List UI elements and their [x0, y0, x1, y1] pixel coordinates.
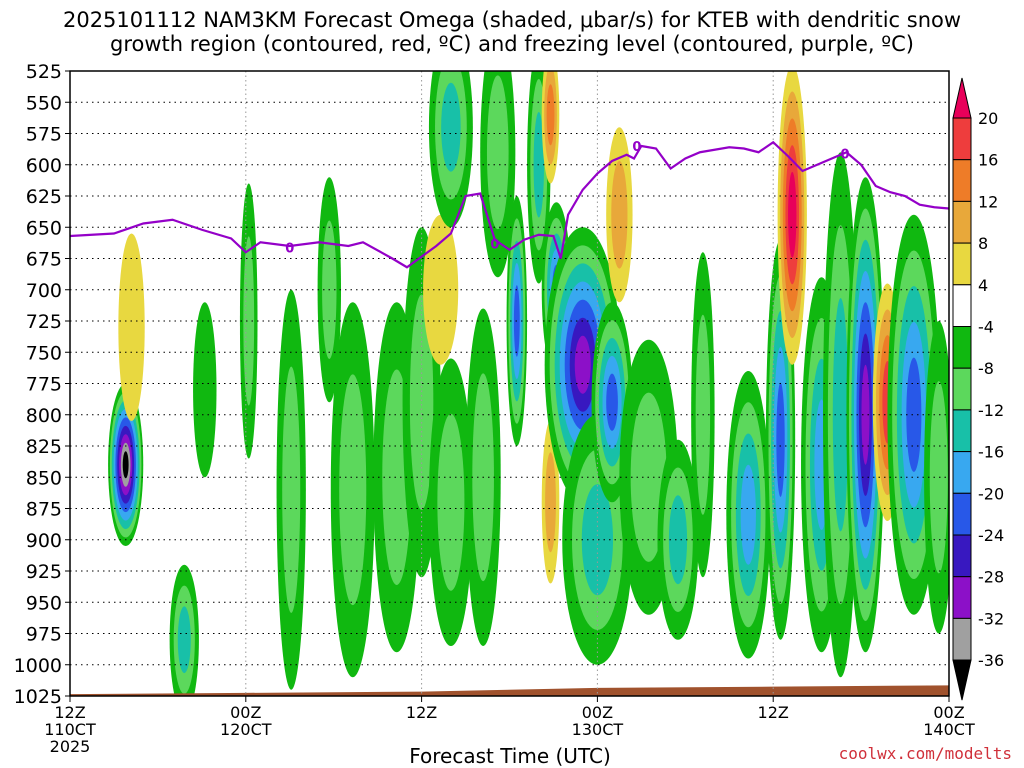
y-tick-label-875: 875	[26, 499, 62, 521]
y-tick-label-775: 775	[26, 374, 62, 396]
credit-text: coolwx.com/modelts	[838, 744, 1012, 763]
freezing-level-label-0: 0	[285, 241, 294, 256]
y-tick-label-1000: 1000	[14, 655, 62, 677]
freezing-level-line	[70, 140, 949, 269]
omega-cell-28-level-4	[776, 382, 785, 497]
colorbar-label-10: -24	[978, 526, 1004, 545]
y-tick-label-675: 675	[26, 249, 62, 271]
colorbar-label-2: 12	[978, 192, 998, 211]
freezing-level-label-2: 0	[632, 140, 641, 155]
colorbar-segment-11	[952, 534, 972, 578]
omega-cell-3-level-0	[193, 302, 217, 478]
x-tick-label-24-1: 12Z	[406, 703, 437, 722]
y-tick-label-925: 925	[26, 561, 62, 583]
y-tick-label-625: 625	[26, 186, 62, 208]
x-tick-label-60-2: 140CT	[923, 720, 975, 739]
y-tick-label-725: 725	[26, 311, 62, 333]
omega-cell-2-level-2	[177, 606, 191, 674]
x-tick-label-0-2: 110CT	[44, 720, 96, 739]
x-tick-label-60-1: 00Z	[933, 703, 964, 722]
omega-cell-12-level-2	[441, 82, 461, 172]
omega-cell-0-level-8	[122, 451, 129, 479]
freezing-level-label-1: 0	[490, 238, 499, 253]
y-tick-label-550: 550	[26, 92, 62, 114]
colorbar-segment-2	[952, 159, 972, 202]
y-tick-label-850: 850	[26, 467, 62, 489]
colorbar-label-5: -4	[978, 318, 994, 337]
y-tick-label-975: 975	[26, 624, 62, 646]
omega-cell-10-level-0	[423, 214, 459, 365]
y-tick-label-900: 900	[26, 530, 62, 552]
omega-cell-22-level-4	[606, 373, 618, 431]
omega-cell-9-level-1	[409, 294, 434, 510]
colorbar-segment-9	[952, 451, 972, 494]
x-tick-label-12-2: 120CT	[220, 720, 272, 739]
omega-cell-20-level-6	[574, 335, 591, 394]
colorbar-label-7: -12	[978, 401, 1004, 420]
omega-cell-27-level-3	[740, 464, 756, 565]
freezing-level-label-3: 0	[840, 148, 849, 163]
colorbar-label-12: -32	[978, 609, 1004, 628]
y-tick-label-650: 650	[26, 217, 62, 239]
chart-title-line2: growth region (contoured, red, ºC) and f…	[110, 32, 914, 56]
colorbar-label-3: 8	[978, 234, 988, 253]
y-tick-label-800: 800	[26, 405, 62, 427]
omega-cell-23-level-1	[611, 160, 628, 269]
chart-title-line1: 2025101112 NAM3KM Forecast Omega (shaded…	[62, 8, 962, 32]
colorbar-label-11: -28	[978, 568, 1004, 587]
colorbar-segment-13	[952, 617, 972, 661]
colorbar-label-4: 4	[978, 276, 988, 295]
colorbar-segment-1	[952, 117, 972, 161]
omega-cell-35-level-1	[929, 381, 948, 574]
y-tick-label-525: 525	[26, 61, 62, 83]
colorbar-label-6: -8	[978, 359, 994, 378]
omega-cell-18-level-1	[545, 452, 556, 553]
omega-cell-14-level-1	[486, 75, 509, 230]
colorbar-label-1: 16	[978, 151, 998, 170]
omega-cell-1-level-0	[118, 233, 145, 421]
omega-cell-34-level-4	[906, 357, 922, 472]
y-tick-label-600: 600	[26, 155, 62, 177]
colorbar-segment-8	[952, 409, 972, 453]
y-tick-label-1025: 1025	[14, 686, 62, 708]
x-axis-label: Forecast Time (UTC)	[409, 744, 611, 768]
colorbar-segment-10	[952, 492, 972, 536]
colorbar-segment-6	[952, 326, 972, 369]
x-tick-label-0-3: 2025	[50, 737, 91, 756]
colorbar-segment-5	[952, 284, 972, 327]
omega-cell-32-level-6	[861, 364, 870, 465]
omega-cell-7-level-1	[339, 374, 367, 606]
x-tick-label-36-2: 130CT	[572, 720, 624, 739]
colorbar-label-9: -20	[978, 484, 1004, 503]
colorbar-segment-12	[952, 576, 972, 619]
x-tick-label-0-1: 12Z	[54, 703, 85, 722]
y-tick-label-825: 825	[26, 436, 62, 458]
omega-cell-5-level-1	[282, 366, 301, 613]
surface-terrain	[70, 685, 949, 696]
omega-cell-11-level-1	[437, 413, 465, 591]
x-tick-label-48-1: 12Z	[758, 703, 789, 722]
y-tick-label-575: 575	[26, 124, 62, 146]
omega-cell-29-level-4	[788, 171, 797, 258]
colorbar-top-triangle	[952, 77, 972, 119]
colorbar-segment-7	[952, 367, 972, 411]
x-tick-label-12-1: 00Z	[230, 703, 261, 722]
colorbar-label-13: -36	[978, 651, 1004, 670]
omega-cell-17-level-2	[546, 84, 555, 146]
y-tick-label-950: 950	[26, 592, 62, 614]
colorbar-segment-3	[952, 200, 972, 244]
colorbar-bottom-triangle	[952, 659, 972, 701]
colorbar-segment-4	[952, 242, 972, 286]
colorbar-label-8: -16	[978, 443, 1004, 462]
omega-cell-25-level-2	[668, 495, 688, 585]
colorbar-label-0: 20	[978, 109, 998, 128]
y-tick-label-700: 700	[26, 280, 62, 302]
x-tick-label-36-1: 00Z	[582, 703, 613, 722]
y-tick-label-750: 750	[26, 342, 62, 364]
